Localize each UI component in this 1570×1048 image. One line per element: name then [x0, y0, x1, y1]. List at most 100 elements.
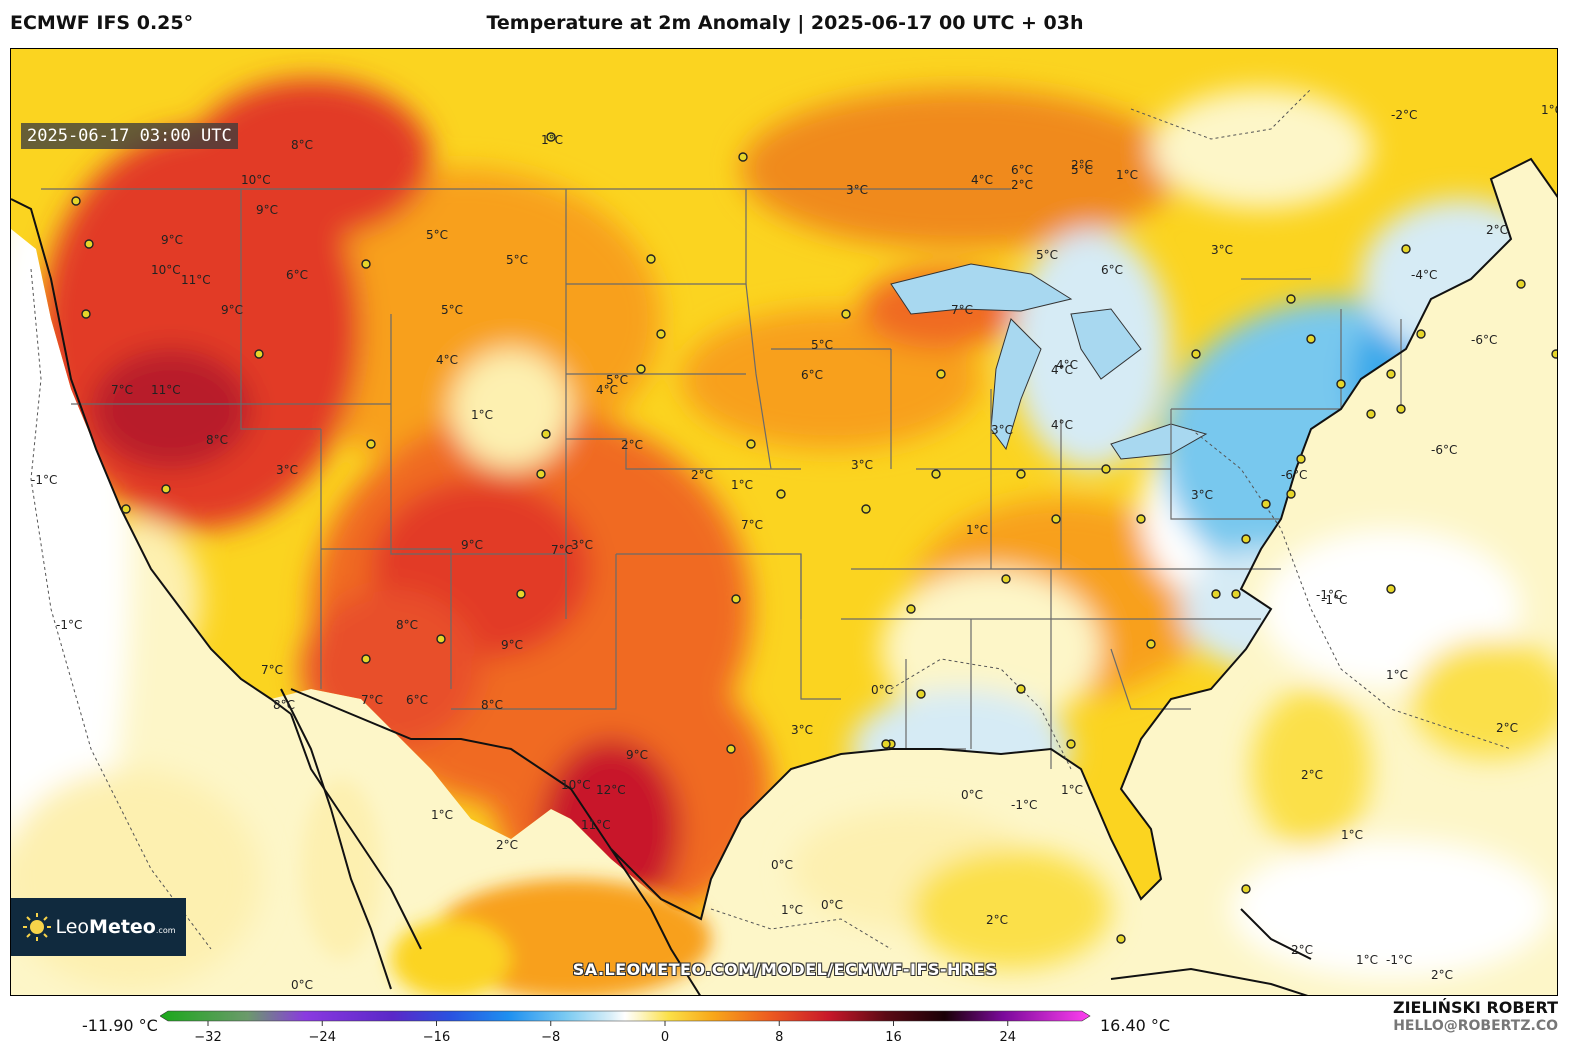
leometeo-logo[interactable]: Leo Meteo .com [11, 898, 186, 956]
city-marker[interactable] [916, 689, 926, 699]
city-marker[interactable] [1296, 454, 1306, 464]
contour-label: 8°C [481, 698, 503, 712]
logo-text-suffix: .com [155, 926, 176, 935]
city-marker[interactable] [516, 589, 526, 599]
contour-label: 11°C [581, 818, 611, 832]
city-marker[interactable] [1306, 334, 1316, 344]
city-marker[interactable] [1286, 294, 1296, 304]
city-marker[interactable] [1066, 739, 1076, 749]
city-marker[interactable] [1366, 409, 1376, 419]
city-marker[interactable] [1516, 279, 1526, 289]
contour-label: 2°C [1431, 968, 1453, 982]
contour-label: 0°C [961, 788, 983, 802]
city-marker[interactable] [1386, 584, 1396, 594]
source-url[interactable]: SA.LEOMETEO.COM/MODEL/ECMWF-IFS-HRES [572, 960, 998, 979]
city-marker[interactable] [81, 309, 91, 319]
city-marker[interactable] [1146, 639, 1156, 649]
contour-label: 2°C [1301, 768, 1323, 782]
city-marker[interactable] [931, 469, 941, 479]
city-marker[interactable] [1416, 329, 1426, 339]
city-marker[interactable] [776, 489, 786, 499]
city-marker[interactable] [1191, 349, 1201, 359]
city-marker[interactable] [656, 329, 666, 339]
contour-label: 1°C [431, 808, 453, 822]
anomaly-map[interactable]: 11°C 10°C 9°C 11°C 9°C 7°C 8°C 9°C 10°C 8°C 5°C 5°C… [10, 48, 1558, 996]
contour-label: 9°C [461, 538, 483, 552]
city-marker[interactable] [1551, 349, 1558, 359]
city-marker[interactable] [906, 604, 916, 614]
logo-text-leo: Leo [55, 916, 90, 938]
city-marker[interactable] [71, 196, 81, 206]
contour-label: 12°C [596, 783, 626, 797]
contour-label: 1°C [471, 408, 493, 422]
city-marker[interactable] [636, 364, 646, 374]
contour-label: 5°C [1036, 248, 1058, 262]
contour-label: 1°C [541, 133, 563, 147]
author-name: ZIELIŃSKI ROBERT [1392, 998, 1558, 1017]
city-marker[interactable] [1051, 514, 1061, 524]
city-marker[interactable] [1116, 934, 1126, 944]
city-marker[interactable] [1001, 574, 1011, 584]
city-marker[interactable] [1261, 499, 1271, 509]
city-marker[interactable] [541, 429, 551, 439]
city-marker[interactable] [1286, 489, 1296, 499]
contour-label: 6°C [1011, 163, 1033, 177]
city-marker[interactable] [361, 259, 371, 269]
legend-tick-label: 24 [999, 1030, 1016, 1045]
city-marker[interactable] [646, 254, 656, 264]
city-marker[interactable] [738, 152, 748, 162]
city-marker[interactable] [361, 654, 371, 664]
contour-label: 2°C [1496, 721, 1518, 735]
contour-label: 11°C [151, 383, 181, 397]
contour-label: 1°C [1356, 953, 1378, 967]
city-marker[interactable] [1386, 369, 1396, 379]
city-marker[interactable] [366, 439, 376, 449]
contour-label: 2°C [1071, 158, 1093, 172]
city-marker[interactable] [536, 469, 546, 479]
contour-label: 5°C [441, 303, 463, 317]
city-marker[interactable] [436, 634, 446, 644]
city-marker[interactable] [841, 309, 851, 319]
city-marker[interactable] [84, 239, 94, 249]
city-marker[interactable] [1231, 589, 1241, 599]
map-canvas: 11°C10°C9°C11°C9°C7°C8°C9°C10°C8°C5°C5°C… [11, 49, 1558, 995]
contour-label: 6°C [1101, 263, 1123, 277]
city-marker[interactable] [1241, 534, 1251, 544]
city-marker[interactable] [1401, 244, 1411, 254]
city-marker[interactable] [746, 439, 756, 449]
author-email[interactable]: HELLO@ROBERTZ.CO [1393, 1018, 1558, 1034]
contour-label: 5°C [811, 338, 833, 352]
map-title: Temperature at 2m Anomaly | 2025-06-17 0… [486, 12, 1084, 34]
contour-label: 3°C [1191, 488, 1213, 502]
contour-label: 9°C [626, 748, 648, 762]
city-marker[interactable] [546, 132, 556, 142]
sun-icon [23, 913, 52, 941]
city-marker[interactable] [726, 744, 736, 754]
city-marker[interactable] [254, 349, 264, 359]
city-marker[interactable] [731, 594, 741, 604]
contour-label: -4°C [1411, 268, 1437, 282]
city-marker[interactable] [1211, 589, 1221, 599]
contour-label: 1°C [1386, 668, 1408, 682]
city-marker[interactable] [1136, 514, 1146, 524]
city-marker[interactable] [1016, 469, 1026, 479]
contour-label: 6°C [286, 268, 308, 282]
contour-label: 2°C [496, 838, 518, 852]
contour-label: 1°C [1061, 783, 1083, 797]
city-marker[interactable] [1336, 379, 1346, 389]
valid-time-badge: 2025-06-17 03:00 UTC [21, 123, 238, 149]
contour-label: -6°C [1431, 443, 1457, 457]
contour-label: 8°C [206, 433, 228, 447]
contour-label: 3°C [276, 463, 298, 477]
city-marker[interactable] [861, 504, 871, 514]
city-marker[interactable] [1016, 684, 1026, 694]
city-marker[interactable] [936, 369, 946, 379]
contour-label: 0°C [291, 978, 313, 992]
city-marker[interactable] [881, 739, 891, 749]
contour-label: 5°C [606, 373, 628, 387]
city-marker[interactable] [121, 504, 131, 514]
city-marker[interactable] [161, 484, 171, 494]
city-marker[interactable] [1241, 884, 1251, 894]
city-marker[interactable] [1396, 404, 1406, 414]
city-marker[interactable] [1101, 464, 1111, 474]
